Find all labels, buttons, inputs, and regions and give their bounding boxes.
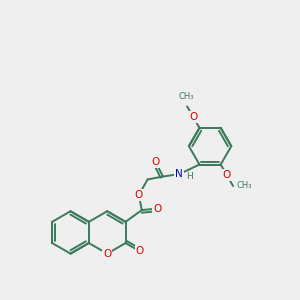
Text: O: O — [135, 190, 143, 200]
Text: O: O — [152, 157, 160, 167]
Text: CH₃: CH₃ — [237, 182, 252, 190]
Text: O: O — [223, 170, 231, 180]
Text: O: O — [189, 112, 197, 122]
Text: N: N — [175, 169, 183, 179]
Text: O: O — [103, 249, 111, 259]
Text: CH₃: CH₃ — [179, 92, 194, 101]
Text: H: H — [186, 172, 193, 181]
Text: O: O — [136, 246, 144, 256]
Text: O: O — [153, 204, 161, 214]
